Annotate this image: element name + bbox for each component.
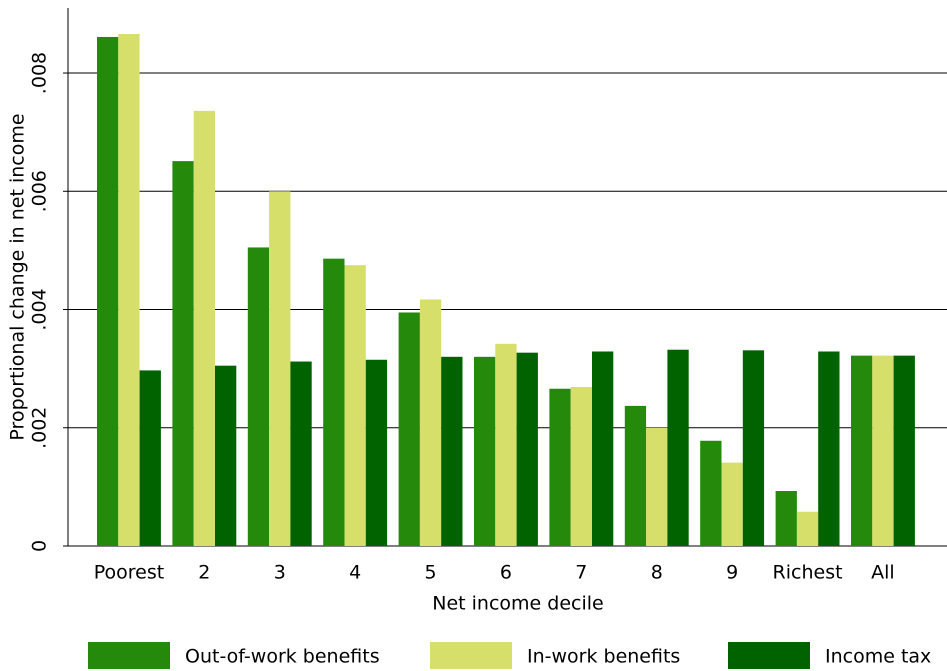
bar: [441, 356, 463, 546]
bar: [118, 34, 140, 547]
bar: [646, 427, 668, 546]
bar: [700, 440, 722, 546]
bar: [290, 361, 312, 546]
bar: [851, 355, 873, 546]
bar: [172, 161, 194, 546]
bar: [398, 312, 420, 546]
bar: [893, 355, 915, 546]
bar: [269, 191, 291, 546]
bar: [215, 365, 237, 546]
y-tick-label: 0: [29, 540, 51, 552]
x-tick-label: 8: [651, 562, 663, 584]
bar: [193, 110, 215, 546]
y-tick-label: .006: [29, 170, 51, 212]
legend-label: Income tax: [825, 646, 931, 668]
bar: [365, 359, 388, 546]
x-tick-label: All: [871, 562, 895, 584]
bar: [624, 405, 647, 546]
bar: [796, 511, 819, 546]
x-tick-label: 5: [425, 562, 437, 584]
legend-swatch: [88, 642, 170, 669]
bar: [818, 351, 840, 546]
x-tick-label: 4: [349, 562, 361, 584]
bar: [474, 356, 496, 546]
bar: [344, 265, 366, 546]
x-axis-title: Net income decile: [432, 593, 603, 615]
bar: [495, 343, 517, 546]
x-tick-label: 2: [198, 562, 210, 584]
bar: [97, 36, 119, 546]
bar: [247, 247, 270, 546]
bar: [592, 351, 614, 546]
x-tick-label: 9: [726, 562, 738, 584]
legend-label: Out-of-work benefits: [185, 646, 380, 668]
y-tick-label: .004: [29, 288, 51, 330]
bar: [742, 350, 765, 546]
bar: [516, 352, 538, 546]
x-tick-label: 3: [274, 562, 286, 584]
y-axis-title: Proportional change in net income: [7, 113, 29, 440]
bar: [549, 388, 571, 546]
x-tick-label: Poorest: [94, 562, 164, 584]
bar: [667, 349, 689, 546]
y-tick-label: .008: [29, 52, 51, 94]
bar: [775, 491, 797, 546]
x-tick-label: 6: [500, 562, 512, 584]
bar: [139, 370, 161, 546]
legend-swatch: [728, 642, 810, 669]
bar: [872, 355, 894, 546]
y-tick-label: .002: [29, 407, 51, 449]
legend-label: In-work benefits: [527, 646, 680, 668]
x-tick-label: Richest: [773, 562, 843, 584]
legend-swatch: [430, 642, 512, 669]
bar: [323, 258, 345, 546]
bar: [419, 299, 442, 546]
bar: [570, 386, 592, 546]
bar: [721, 462, 743, 546]
x-tick-label: 7: [575, 562, 587, 584]
